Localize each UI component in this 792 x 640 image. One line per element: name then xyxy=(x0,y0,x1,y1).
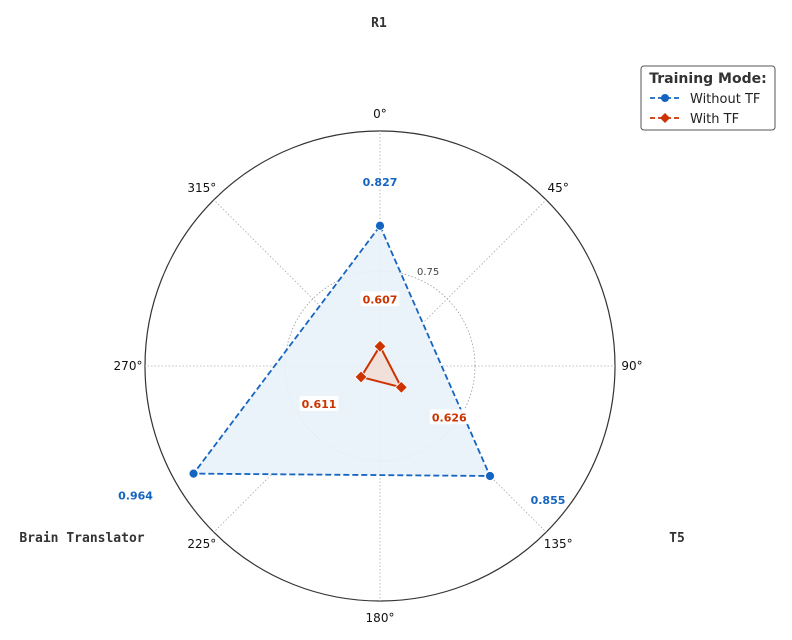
angular-tick-label: 225° xyxy=(187,537,216,551)
data-label-bg xyxy=(360,173,400,189)
angular-tick-labels: 0° 45° 90° 135° 180° 225° 270° 315° xyxy=(114,107,643,625)
data-point-without-tf xyxy=(485,471,495,481)
legend-label-without-tf: Without TF xyxy=(690,92,760,107)
series-layer: 0.827 0.855 0.964 0.607 0.626 0.611 xyxy=(116,173,568,508)
data-label-bg xyxy=(429,409,469,425)
legend-label-with-tf: With TF xyxy=(690,112,739,127)
legend-marker-with-tf xyxy=(660,113,670,123)
data-label-with-tf: 0.611 xyxy=(302,398,337,411)
data-point-with-tf xyxy=(354,370,368,384)
category-label-r1: R1 xyxy=(371,16,387,31)
legend: Training Mode: Without TF With TF xyxy=(640,65,776,131)
series-line-without-tf xyxy=(191,224,492,477)
series-area-with-tf xyxy=(361,346,402,388)
data-point-with-tf xyxy=(373,339,387,353)
data-label-without-tf: 0.827 xyxy=(363,176,398,189)
category-label-brain-translator: Brain Translator xyxy=(19,531,144,546)
data-label-without-tf: 0.855 xyxy=(531,494,566,507)
category-label-t5: T5 xyxy=(669,531,685,546)
angular-tick-label: 135° xyxy=(544,537,573,551)
series-area-without-tf xyxy=(193,225,490,476)
data-point-without-tf xyxy=(188,468,199,479)
series-line-with-tf xyxy=(359,344,404,389)
data-label-bg xyxy=(528,492,568,508)
data-label-without-tf: 0.964 xyxy=(118,490,153,503)
angular-tick-label: 270° xyxy=(114,359,143,373)
angular-tick-label: 180° xyxy=(366,611,395,625)
radial-tick-label: 0.75 xyxy=(417,267,439,278)
legend-title: Training Mode: xyxy=(649,71,766,87)
angular-tick-label: 45° xyxy=(548,181,569,195)
data-label-bg xyxy=(360,291,400,307)
data-label-bg xyxy=(116,487,156,503)
angular-tick-label: 90° xyxy=(621,359,642,373)
data-label-with-tf: 0.626 xyxy=(432,411,467,424)
legend-box xyxy=(640,65,776,131)
legend-marker-without-tf xyxy=(661,94,669,102)
data-label-with-tf: 0.607 xyxy=(363,293,398,306)
angular-tick-label: 315° xyxy=(187,181,216,195)
data-point-with-tf xyxy=(394,380,408,394)
data-label-bg xyxy=(299,395,339,411)
data-point-without-tf xyxy=(375,220,385,231)
angular-tick-label: 0° xyxy=(373,107,387,121)
